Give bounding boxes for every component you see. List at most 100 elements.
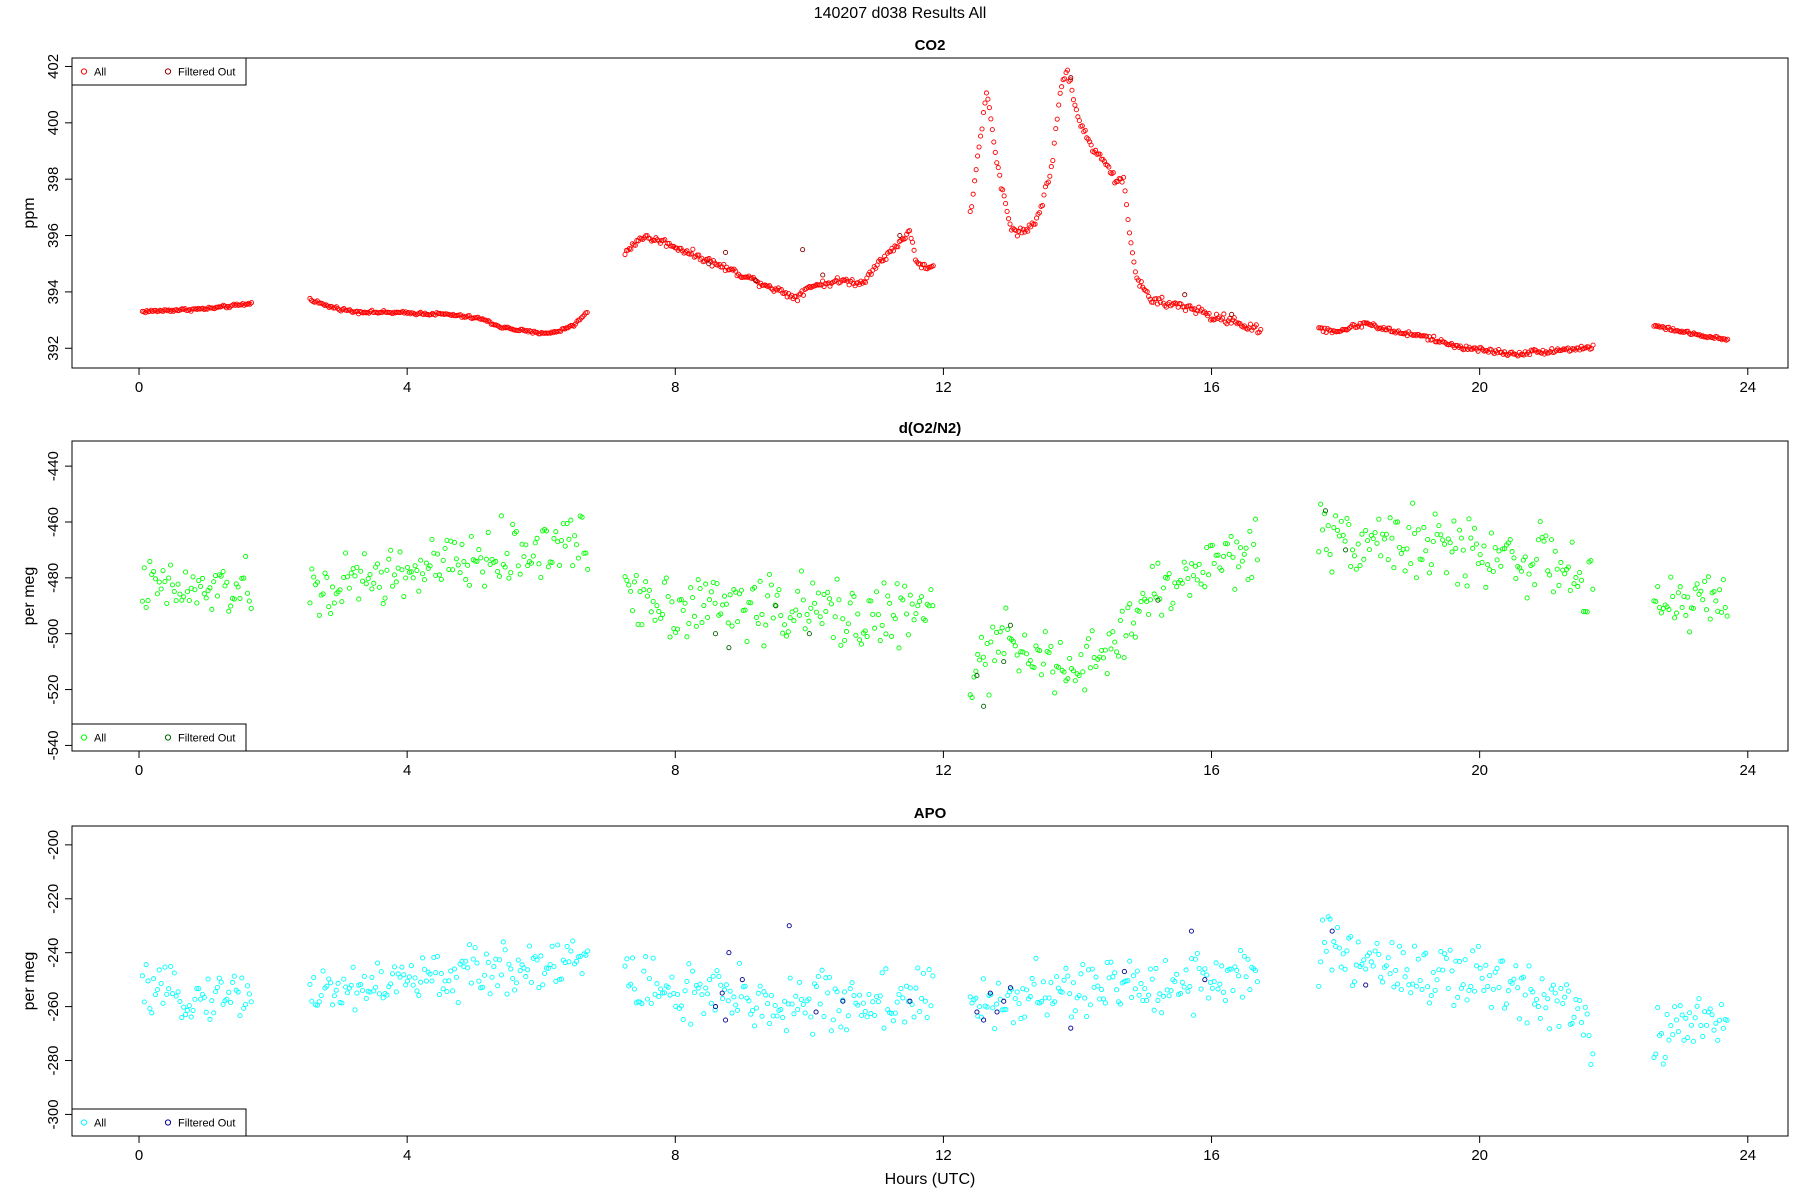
data-point	[1404, 967, 1410, 973]
data-point	[465, 965, 471, 971]
data-point	[1660, 1061, 1666, 1067]
data-point	[817, 1001, 823, 1007]
data-point	[391, 572, 397, 578]
data-point	[1552, 990, 1558, 996]
data-point	[141, 999, 147, 1005]
data-point	[373, 984, 379, 990]
data-point	[1130, 973, 1137, 979]
data-point	[243, 553, 249, 560]
data-point	[339, 1000, 345, 1006]
data-point	[980, 654, 986, 660]
filtered-point	[1001, 659, 1007, 665]
data-point	[658, 986, 664, 992]
data-point	[712, 1007, 718, 1013]
data-point	[1005, 626, 1011, 633]
data-point	[1209, 985, 1215, 991]
data-point	[1359, 961, 1365, 967]
data-point	[1323, 948, 1329, 954]
data-point	[1327, 916, 1333, 922]
data-point	[1460, 982, 1466, 988]
data-point	[166, 986, 172, 992]
data-point	[224, 996, 230, 1002]
data-point	[1475, 943, 1481, 950]
data-point	[405, 564, 411, 570]
data-point	[862, 628, 868, 634]
data-point	[774, 1013, 780, 1019]
data-point	[766, 1020, 773, 1027]
data-point	[1456, 527, 1463, 533]
data-point	[699, 620, 705, 626]
data-point	[825, 589, 831, 596]
data-point	[1157, 991, 1163, 997]
data-point	[1413, 983, 1419, 989]
data-point	[1590, 1051, 1596, 1057]
data-point	[1168, 606, 1174, 612]
data-point	[1147, 597, 1153, 603]
data-point	[1129, 631, 1135, 637]
data-point	[849, 980, 855, 986]
data-point	[528, 560, 534, 566]
data-point	[1069, 1014, 1075, 1020]
data-point	[207, 585, 213, 591]
data-point	[177, 591, 183, 597]
data-point	[1112, 970, 1118, 976]
data-point	[1072, 1008, 1078, 1014]
data-point	[139, 973, 145, 979]
data-point	[887, 600, 893, 606]
data-point	[171, 588, 177, 595]
data-point	[1370, 536, 1376, 542]
data-point	[382, 595, 388, 601]
data-point	[1350, 547, 1356, 553]
data-point	[158, 981, 164, 987]
data-point	[388, 981, 394, 987]
data-point	[1335, 527, 1341, 533]
data-point	[735, 1007, 741, 1013]
data-point	[639, 1001, 645, 1007]
data-point	[1460, 547, 1466, 553]
data-point	[551, 536, 557, 542]
data-point	[978, 634, 985, 640]
data-point	[969, 204, 975, 210]
data-point	[988, 639, 994, 645]
data-point	[1155, 560, 1161, 566]
data-point	[1664, 1011, 1670, 1018]
data-point	[1087, 1002, 1093, 1008]
data-point	[525, 329, 531, 335]
data-point	[725, 998, 731, 1004]
data-point	[311, 574, 317, 580]
data-point	[896, 992, 902, 998]
data-point	[1720, 577, 1726, 583]
data-point	[515, 563, 521, 569]
data-point	[1329, 967, 1335, 973]
data-point	[757, 983, 763, 989]
data-point	[883, 631, 889, 637]
data-point	[1243, 545, 1249, 551]
data-point	[1668, 574, 1674, 580]
data-point	[235, 584, 241, 590]
data-point	[496, 573, 503, 579]
data-point	[487, 991, 493, 997]
data-point	[446, 978, 452, 984]
data-point	[211, 579, 217, 585]
data-point	[564, 943, 570, 950]
data-point	[789, 1001, 795, 1007]
data-point	[650, 955, 656, 961]
data-point	[1430, 538, 1436, 545]
data-point	[654, 981, 660, 987]
data-point	[248, 999, 254, 1005]
data-point	[1194, 950, 1200, 957]
data-point	[1022, 632, 1028, 638]
points-group	[139, 914, 1730, 1067]
data-point	[828, 601, 835, 607]
data-point	[922, 998, 928, 1004]
data-point	[1348, 933, 1354, 940]
x-tick-label: 8	[671, 1147, 679, 1164]
data-point	[1241, 551, 1247, 557]
data-point	[800, 1001, 806, 1008]
data-point	[483, 556, 489, 562]
data-point	[1198, 581, 1204, 587]
data-point	[1128, 240, 1134, 246]
data-point	[626, 582, 632, 588]
data-point	[1216, 314, 1222, 320]
data-point	[1548, 537, 1555, 543]
